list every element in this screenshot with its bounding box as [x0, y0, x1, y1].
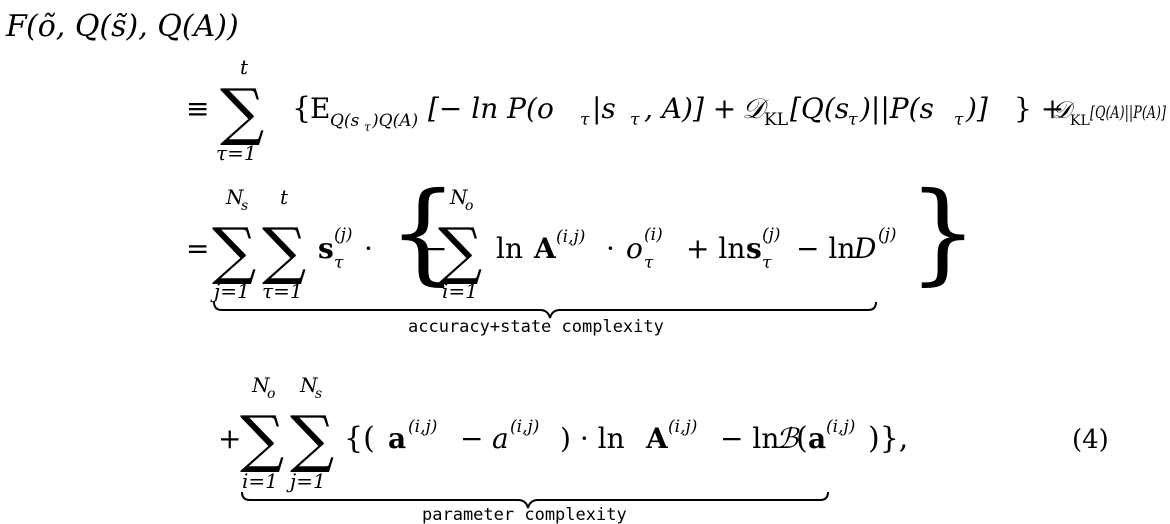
term1-tau: τ	[580, 110, 590, 130]
sum2-lower: τ=1	[262, 279, 303, 303]
open-group: {(	[344, 421, 375, 456]
a3-bold: a	[808, 422, 826, 455]
sum1-upper: N	[251, 373, 271, 397]
underbrace-1	[213, 301, 877, 319]
lhs-head: F	[5, 9, 28, 44]
line-1: ≡ t ∑ τ=1 { E Q(s τ )Q(A) [− ln P(o τ |s…	[186, 55, 988, 165]
underbrace-2	[241, 491, 829, 509]
sum1-lower: i=1	[242, 469, 278, 493]
kl2-sub: KL	[1070, 113, 1090, 129]
expectation-sub-end: )Q(A)	[371, 111, 418, 131]
sum3-lower: i=1	[442, 279, 478, 303]
o-symbol: o	[626, 232, 643, 265]
kl1-sub: KL	[764, 110, 788, 130]
accuracy-state-label: accuracy+state complexity	[408, 317, 664, 337]
s2-bold: s	[746, 232, 762, 265]
minus-ln: − ln	[720, 422, 779, 455]
a3-sup: (i,j)	[826, 417, 855, 437]
s2-sub: τ	[762, 253, 772, 273]
line-1-tail: } +𝒟KL [Q(A)||P(A)]	[1014, 92, 1166, 129]
o-sub: τ	[644, 253, 654, 273]
sum2-upper: t	[280, 185, 289, 209]
A-sup: (i,j)	[668, 417, 697, 437]
B-open: (	[796, 421, 808, 456]
lhs: F (õ, Q(s̃), Q(A))	[5, 9, 239, 44]
s-sub: τ	[334, 253, 344, 273]
sum1-upper-sub: s	[241, 198, 248, 214]
sum1-symbol: ∑	[240, 402, 284, 475]
sum1-upper: N	[225, 185, 245, 209]
equiv-sign: ≡	[186, 92, 209, 125]
sum-lower: τ=1	[216, 141, 257, 165]
sum3-upper: N	[449, 185, 469, 209]
D-symbol: D	[853, 232, 876, 265]
expectation-symbol: E	[310, 92, 330, 125]
close-dot-ln: ) · ln	[560, 422, 625, 455]
sum1-lower: j=1	[210, 279, 250, 303]
sum3-upper-sub: o	[465, 198, 473, 214]
A-sup: (i,j)	[556, 227, 585, 247]
plus-ln: + ln	[686, 232, 745, 265]
a-symbol: a	[492, 422, 509, 455]
kl1-tau2: τ	[954, 110, 964, 130]
s2-sup: (j)	[762, 225, 781, 245]
kl2-arg: [Q(A)||P(A)]	[1090, 103, 1166, 123]
expectation-sub: Q(s	[330, 111, 360, 131]
a-bold: a	[388, 422, 406, 455]
inner-minus: −	[424, 232, 447, 265]
sum-upper: t	[240, 55, 249, 79]
A-bold: A	[533, 232, 557, 265]
line-3: + N o ∑ i=1 N s ∑ j=1 {( a (i,j) − a (i,…	[218, 373, 908, 524]
s-sup: (j)	[334, 225, 353, 245]
B-close: )},	[868, 421, 908, 456]
close-brace-plus: } +	[1014, 92, 1064, 125]
term1-tau2: τ	[630, 110, 640, 130]
kl1-end: )]	[965, 92, 988, 125]
A-bold: A	[645, 422, 669, 455]
term1-end: , A)] +	[644, 92, 736, 125]
parameter-complexity-label: parameter complexity	[422, 505, 627, 524]
s-bold: s	[318, 232, 334, 265]
open-brace: {	[292, 91, 311, 126]
sum2-upper-sub: s	[315, 386, 322, 402]
sum-symbol: ∑	[220, 75, 264, 148]
kl1-arg: [Q(s	[790, 92, 849, 125]
dot1: ·	[364, 232, 373, 265]
minus1: −	[460, 422, 483, 455]
a2-sup: (i,j)	[510, 417, 539, 437]
sum2-lower: j=1	[286, 469, 326, 493]
sum2-symbol: ∑	[262, 214, 306, 287]
sum1-upper-sub: o	[267, 386, 275, 402]
minus-ln: − ln	[796, 232, 855, 265]
equation-number: (4)	[1072, 425, 1109, 455]
sum3-symbol: ∑	[438, 214, 482, 287]
sum1-symbol: ∑	[212, 214, 256, 287]
o-sup: (i)	[644, 225, 663, 245]
term1: [− ln P(o	[428, 92, 554, 125]
a-sup: (i,j)	[408, 417, 437, 437]
sum2-symbol: ∑	[290, 402, 334, 475]
B-symbol: ℬ	[776, 422, 800, 455]
big-close-brace: }	[908, 168, 978, 296]
D-sup: (j)	[878, 225, 897, 245]
dot2: ·	[606, 232, 615, 265]
big-open-brace: {	[388, 168, 458, 296]
kl1-tau: τ	[848, 110, 858, 130]
line-2: = N s ∑ j=1 t ∑ τ=1 s (j) τ · { − N o ∑ …	[186, 168, 978, 337]
term1-mid: |s	[592, 92, 616, 125]
expectation-sub-tau: τ	[364, 120, 371, 134]
lhs-args: (õ, Q(s̃), Q(A))	[26, 9, 239, 44]
ln1: ln	[496, 232, 523, 265]
kl1-mid: )||P(s	[859, 92, 934, 125]
sum2-upper: N	[299, 373, 319, 397]
equals-sign: =	[186, 232, 209, 265]
plus-sign: +	[218, 422, 241, 455]
